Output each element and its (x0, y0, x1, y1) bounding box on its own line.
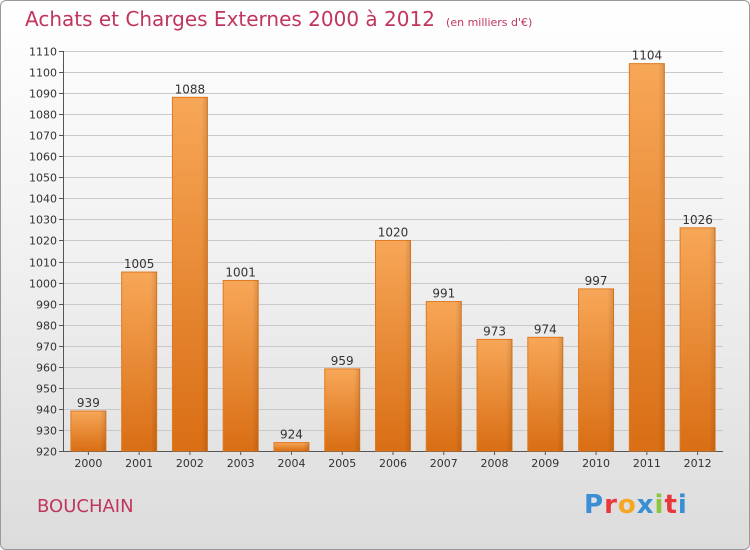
bar-shade (99, 411, 106, 451)
data-label: 1005 (124, 257, 155, 271)
y-tick-label: 1030 (29, 214, 57, 227)
logo-letter: r (604, 490, 618, 520)
x-tick-label: 2011 (633, 457, 661, 470)
data-label: 974 (534, 322, 557, 336)
y-tick-label: 1080 (29, 109, 57, 122)
bar-shade (252, 280, 259, 451)
data-label: 1104 (632, 49, 663, 63)
logo-letter: i (654, 490, 665, 520)
x-tick-label: 2001 (125, 457, 153, 470)
bars (70, 63, 716, 452)
y-tick-label: 930 (36, 425, 57, 438)
y-tick-label: 980 (36, 320, 57, 333)
bar-shade (607, 288, 614, 451)
y-tick-label: 1020 (29, 235, 57, 248)
bar-shade (150, 272, 157, 451)
bar-shade (709, 227, 716, 451)
logo-letter: P (584, 490, 605, 520)
y-tick-label: 960 (36, 362, 57, 375)
x-tick-label: 2002 (176, 457, 204, 470)
y-tick-label: 1090 (29, 88, 57, 101)
data-label: 1020 (378, 225, 409, 239)
axes: 920 930 940 950 960 970 980 990 1000 1010 1020 1030… (29, 46, 723, 470)
x-tick-label: 2010 (582, 457, 610, 470)
x-tick-label: 2000 (74, 457, 102, 470)
x-tick-label: 2003 (227, 457, 255, 470)
y-tick-label: 1100 (29, 67, 57, 80)
y-tick-label: 990 (36, 299, 57, 312)
logo-letter: i (677, 490, 688, 520)
bar-shade (404, 240, 411, 451)
data-label: 1001 (225, 265, 256, 279)
title-unit: (en milliers d'€) (446, 16, 533, 29)
logo-letter: o (617, 490, 637, 520)
data-label: 1026 (682, 213, 713, 227)
y-tick-label: 1060 (29, 151, 57, 164)
bar-shade (353, 368, 360, 451)
data-label: 991 (432, 287, 455, 301)
data-label: 939 (77, 396, 100, 410)
y-tick-label: 1110 (29, 46, 57, 59)
y-tick-label: 1070 (29, 130, 57, 143)
y-tick-label: 1050 (29, 172, 57, 185)
x-tick-label: 2009 (531, 457, 559, 470)
logo-letter: x (636, 490, 655, 520)
proxiti-logo: Proxiti (584, 490, 688, 520)
x-tick-label: 2012 (684, 457, 712, 470)
x-tick-label: 2004 (277, 457, 305, 470)
bar-shade (658, 63, 665, 451)
x-tick-label: 2006 (379, 457, 407, 470)
data-label: 924 (280, 428, 303, 442)
title-main: Achats et Charges Externes 2000 à 2012 (25, 7, 435, 31)
bar-shade (302, 442, 309, 451)
y-tick-label: 950 (36, 383, 57, 396)
x-tick-label: 2005 (328, 457, 356, 470)
data-label: 973 (483, 324, 506, 338)
data-label: 997 (585, 274, 608, 288)
chart-title: Achats et Charges Externes 2000 à 2012 (… (25, 7, 532, 31)
y-tick-label: 1010 (29, 257, 57, 270)
y-tick-label: 970 (36, 341, 57, 354)
data-label: 959 (331, 354, 354, 368)
bar-shade (455, 301, 462, 451)
y-tick-label: 1000 (29, 278, 57, 291)
commune-name: BOUCHAIN (37, 496, 134, 517)
x-tick-label: 2008 (481, 457, 509, 470)
bar-shade (201, 97, 208, 451)
y-tick-label: 920 (36, 446, 57, 459)
y-tick-label: 940 (36, 404, 57, 417)
data-label: 1088 (175, 82, 206, 96)
logo-letter: t (664, 490, 678, 520)
bar-shade (556, 337, 563, 451)
y-tick-label: 1040 (29, 193, 57, 206)
bar-shade (506, 339, 513, 451)
x-tick-label: 2007 (430, 457, 458, 470)
data-labels: 939 1005 1088 1001 924 959 1020 991 973 974 997 110… (77, 49, 713, 442)
